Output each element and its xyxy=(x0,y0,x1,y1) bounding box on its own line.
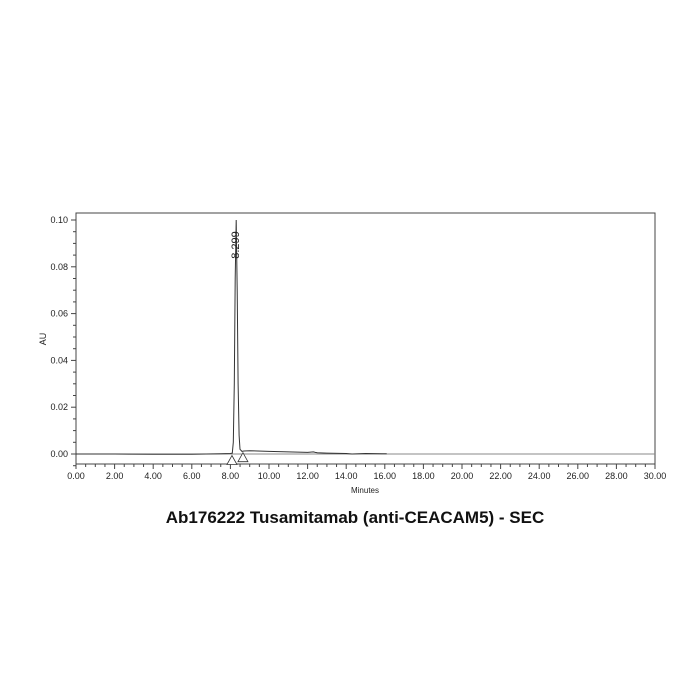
x-tick-label: 10.00 xyxy=(258,471,281,481)
x-tick-label: 22.00 xyxy=(489,471,512,481)
x-tick-label: 30.00 xyxy=(644,471,667,481)
x-axis-label: Minutes xyxy=(351,486,379,495)
x-tick-label: 4.00 xyxy=(144,471,162,481)
x-tick-label: 28.00 xyxy=(605,471,628,481)
y-tick-label: 0.00 xyxy=(50,449,68,459)
y-tick-label: 0.02 xyxy=(50,402,68,412)
peak-labels: 8.299 xyxy=(230,231,242,259)
y-tick-label: 0.06 xyxy=(50,309,68,319)
y-axis: 0.00 0.02 0.04 0.06 0.08 0.10 xyxy=(50,215,76,467)
plot-frame xyxy=(75,212,656,465)
integration-marker-triangle xyxy=(226,454,238,465)
x-tick-label: 26.00 xyxy=(567,471,590,481)
chromatogram-trace xyxy=(76,219,387,455)
x-tick-label: 12.00 xyxy=(296,471,319,481)
x-tick-label: 2.00 xyxy=(106,471,124,481)
x-tick-label: 18.00 xyxy=(412,471,435,481)
integration-marker-triangle xyxy=(237,451,249,463)
x-tick-label: 8.00 xyxy=(222,471,240,481)
integration-markers xyxy=(226,451,249,465)
y-axis-label: AU xyxy=(38,333,48,346)
x-tick-label: 16.00 xyxy=(374,471,397,481)
x-tick-label: 14.00 xyxy=(335,471,358,481)
peak-retention-label: 8.299 xyxy=(230,231,242,259)
y-tick-label: 0.10 xyxy=(50,215,68,225)
x-tick-label: 0.00 xyxy=(67,471,85,481)
x-tick-label: 24.00 xyxy=(528,471,551,481)
chart-title: Ab176222 Tusamitamab (anti-CEACAM5) - SE… xyxy=(166,508,545,527)
x-axis: 0.00 2.00 4.00 6.00 8.00 10.00 12.00 14.00 16.00… xyxy=(67,464,666,481)
y-tick-label: 0.04 xyxy=(50,355,68,365)
x-tick-label: 6.00 xyxy=(183,471,201,481)
y-tick-label: 0.08 xyxy=(50,262,68,272)
x-tick-label: 20.00 xyxy=(451,471,474,481)
